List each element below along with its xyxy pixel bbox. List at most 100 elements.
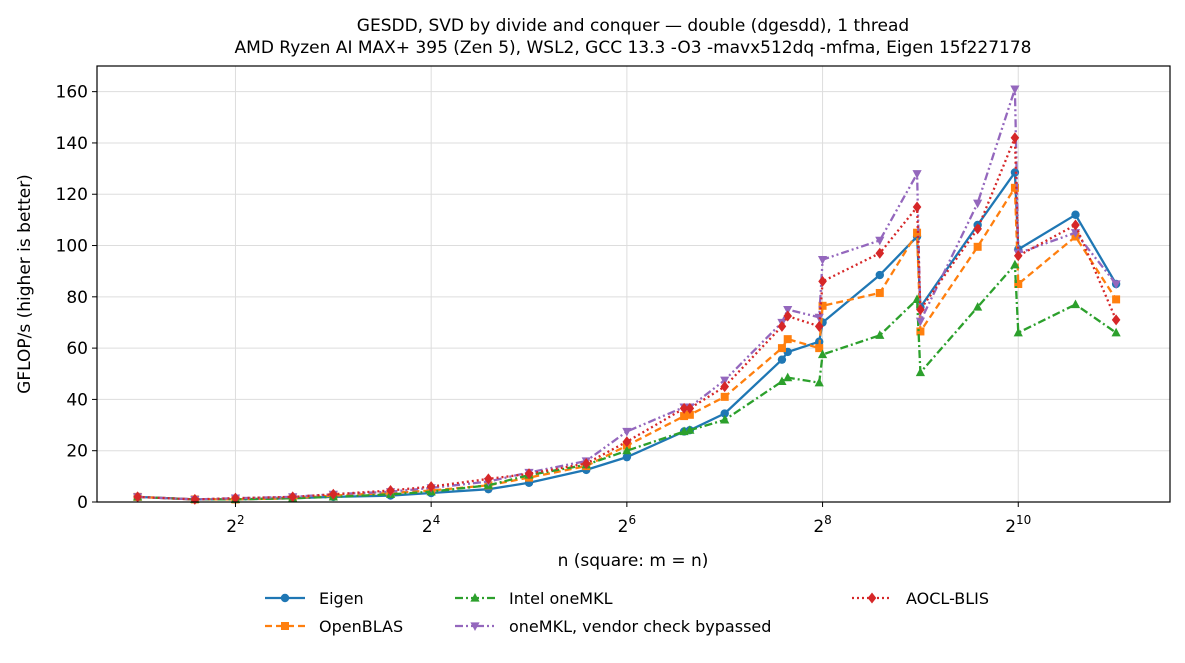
y-axis-label: GFLOP/s (higher is better) xyxy=(15,174,35,394)
x-tick-label: 24 xyxy=(422,513,440,537)
data-point xyxy=(1010,259,1020,269)
x-tick-exponent: 10 xyxy=(1016,513,1031,527)
data-point xyxy=(783,372,793,382)
data-point xyxy=(777,320,787,332)
legend-item: Eigen xyxy=(265,589,364,608)
data-point xyxy=(426,481,436,493)
y-tick-label: 100 xyxy=(56,237,88,257)
data-point xyxy=(783,310,793,322)
data-point xyxy=(685,402,695,414)
data-point xyxy=(231,492,240,504)
data-point xyxy=(875,270,884,280)
series-line xyxy=(137,136,1118,501)
data-point xyxy=(916,327,925,336)
data-point xyxy=(1013,250,1023,262)
data-point xyxy=(1112,295,1121,304)
series-4 xyxy=(133,132,1121,505)
legend-label: Intel oneMKL xyxy=(509,589,613,608)
data-point xyxy=(818,301,827,310)
data-point xyxy=(524,468,534,480)
x-tick-exponent: 2 xyxy=(237,513,245,527)
y-tick-label: 140 xyxy=(56,134,88,154)
data-point xyxy=(1010,183,1019,192)
chart-subtitle: AMD Ryzen AI MAX+ 395 (Zen 5), WSL2, GCC… xyxy=(235,38,1032,58)
series-line xyxy=(137,171,1118,501)
data-point xyxy=(720,381,730,393)
legend-item: AOCL-BLIS xyxy=(852,589,989,608)
data-point xyxy=(815,344,824,353)
x-axis-label: n (square: m = n) xyxy=(558,551,709,571)
chart-title: GESDD, SVD by divide and conquer — doubl… xyxy=(357,16,909,36)
y-tick-label: 80 xyxy=(66,288,88,308)
data-point xyxy=(133,491,142,503)
x-tick-exponent: 4 xyxy=(433,513,441,527)
data-point xyxy=(777,355,787,364)
legend: Eigen OpenBLAS Intel oneMKL oneMKL, vendor … xyxy=(265,589,989,636)
data-point xyxy=(720,414,730,424)
data-point xyxy=(915,317,926,327)
data-point xyxy=(720,409,729,418)
x-tick-base: 2 xyxy=(618,517,629,537)
data-point xyxy=(814,377,824,387)
legend-marker xyxy=(470,622,480,631)
data-point xyxy=(680,412,689,421)
data-point xyxy=(622,452,632,462)
x-tick-base: 2 xyxy=(226,517,237,537)
legend-label: oneMKL, vendor check bypassed xyxy=(509,617,771,636)
data-point xyxy=(1010,132,1020,144)
legend-marker xyxy=(280,593,290,603)
legend-item: oneMKL, vendor check bypassed xyxy=(455,617,771,636)
data-point xyxy=(720,392,729,401)
data-point xyxy=(484,473,493,485)
y-tick-label: 60 xyxy=(66,339,88,359)
series-line xyxy=(137,263,1117,501)
data-point xyxy=(912,294,922,303)
x-tick-label: 28 xyxy=(813,513,831,537)
series-line xyxy=(137,186,1118,501)
data-point xyxy=(973,199,983,209)
data-point xyxy=(685,410,694,419)
y-tick-label: 20 xyxy=(66,442,88,462)
data-point xyxy=(916,304,925,316)
legend-label: AOCL-BLIS xyxy=(906,589,989,608)
x-tick-label: 210 xyxy=(1005,513,1031,537)
data-point xyxy=(1071,219,1080,231)
plot-frame xyxy=(96,65,1171,503)
data-point xyxy=(973,223,982,235)
data-point xyxy=(818,275,827,287)
data-point xyxy=(912,170,922,179)
x-tick-base: 2 xyxy=(1005,517,1016,537)
data-point xyxy=(1014,280,1023,288)
data-point xyxy=(814,320,824,332)
y-tick-label: 0 xyxy=(77,493,88,513)
data-point xyxy=(875,236,885,246)
data-point xyxy=(386,484,395,496)
data-point xyxy=(1071,210,1080,219)
data-point xyxy=(817,349,828,359)
data-point xyxy=(777,344,786,353)
data-point xyxy=(915,367,926,377)
data-point xyxy=(1013,327,1023,337)
legend-item: OpenBLAS xyxy=(265,617,403,636)
data-point xyxy=(1111,327,1121,337)
data-point xyxy=(973,302,983,311)
legend-marker xyxy=(281,622,289,630)
data-point xyxy=(1010,85,1020,95)
x-tick-label: 26 xyxy=(618,513,636,537)
data-point xyxy=(329,488,338,500)
data-point xyxy=(875,247,885,259)
data-point xyxy=(875,330,885,339)
data-point xyxy=(912,201,922,213)
x-tick-base: 2 xyxy=(422,517,433,537)
data-point xyxy=(720,376,730,386)
data-point xyxy=(1111,280,1121,289)
y-tick-label: 120 xyxy=(56,185,88,205)
legend-item: Intel oneMKL xyxy=(455,589,613,608)
data-point xyxy=(777,376,787,386)
legend-label: OpenBLAS xyxy=(319,617,403,636)
x-tick-exponent: 8 xyxy=(824,513,832,527)
data-point xyxy=(875,288,884,297)
